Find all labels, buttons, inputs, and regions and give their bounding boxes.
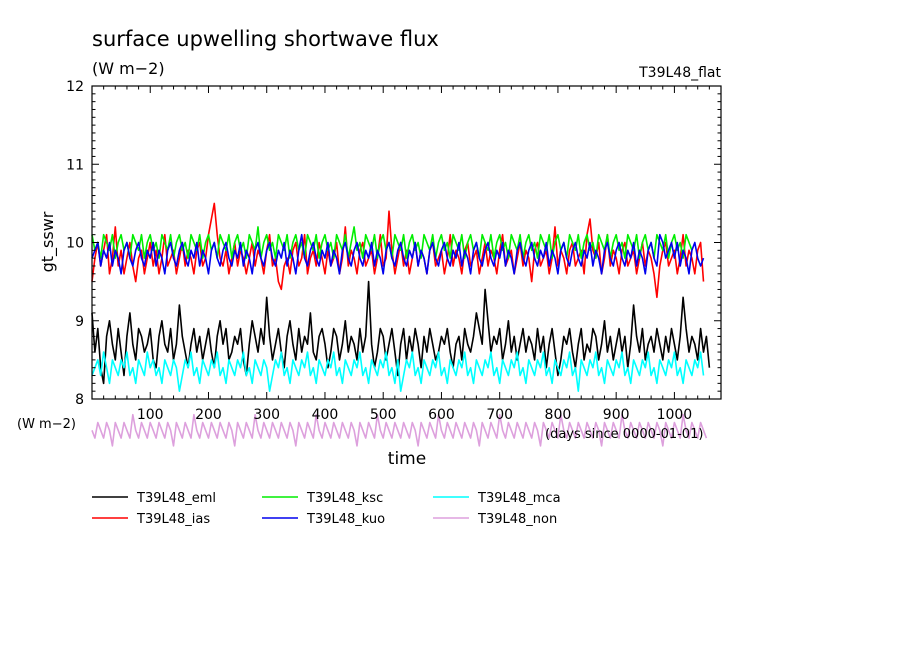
- series-line-mca: [91, 351, 705, 393]
- x-units-right: (days since 0000-01-01): [545, 427, 703, 442]
- x-tick-label: 300: [253, 407, 280, 423]
- legend-label-ias: T39L48_ias: [136, 512, 210, 527]
- legend-label-eml: T39L48_eml: [136, 491, 216, 506]
- x-tick-label: 200: [195, 407, 222, 423]
- x-tick-label: 900: [603, 407, 630, 423]
- plot-area: 8 9 10 11 12 100 200 300 400 500 600 700 800 900 1000: [66, 79, 722, 447]
- x-tick-label: 700: [486, 407, 513, 423]
- series-line-kuo: [91, 233, 705, 275]
- x-tick-label: 1000: [657, 407, 693, 423]
- chart-title: surface upwelling shortwave flux: [92, 27, 439, 51]
- experiment-label: T39L48_flat: [638, 65, 721, 81]
- y-tick-label: 11: [66, 157, 84, 173]
- y-tick-label: 10: [66, 236, 84, 252]
- legend-label-ksc: T39L48_ksc: [306, 491, 383, 506]
- y-tick-label: 8: [75, 392, 84, 408]
- y-tick-label: 9: [75, 314, 84, 330]
- x-tick-label: 500: [370, 407, 397, 423]
- y-tick-label: 12: [66, 79, 84, 95]
- x-axis-label: time: [388, 449, 426, 469]
- legend-label-mca: T39L48_mca: [477, 491, 561, 506]
- x-units-left: (W m−2): [17, 417, 76, 432]
- x-tick-label: 600: [428, 407, 455, 423]
- y-axis-label: gt_sswr: [38, 211, 58, 272]
- legend-label-non: T39L48_non: [477, 512, 557, 527]
- legend-label-kuo: T39L48_kuo: [306, 512, 385, 527]
- x-tick-label: 400: [312, 407, 339, 423]
- x-tick-label: 800: [545, 407, 572, 423]
- x-tick-label: 100: [137, 407, 164, 423]
- legend: T39L48_eml T39L48_ias T39L48_ksc T39L48_kuo…: [92, 491, 561, 527]
- series-line-non: [91, 413, 708, 447]
- chart-units: (W m−2): [92, 59, 165, 78]
- series-line-eml: [91, 280, 711, 385]
